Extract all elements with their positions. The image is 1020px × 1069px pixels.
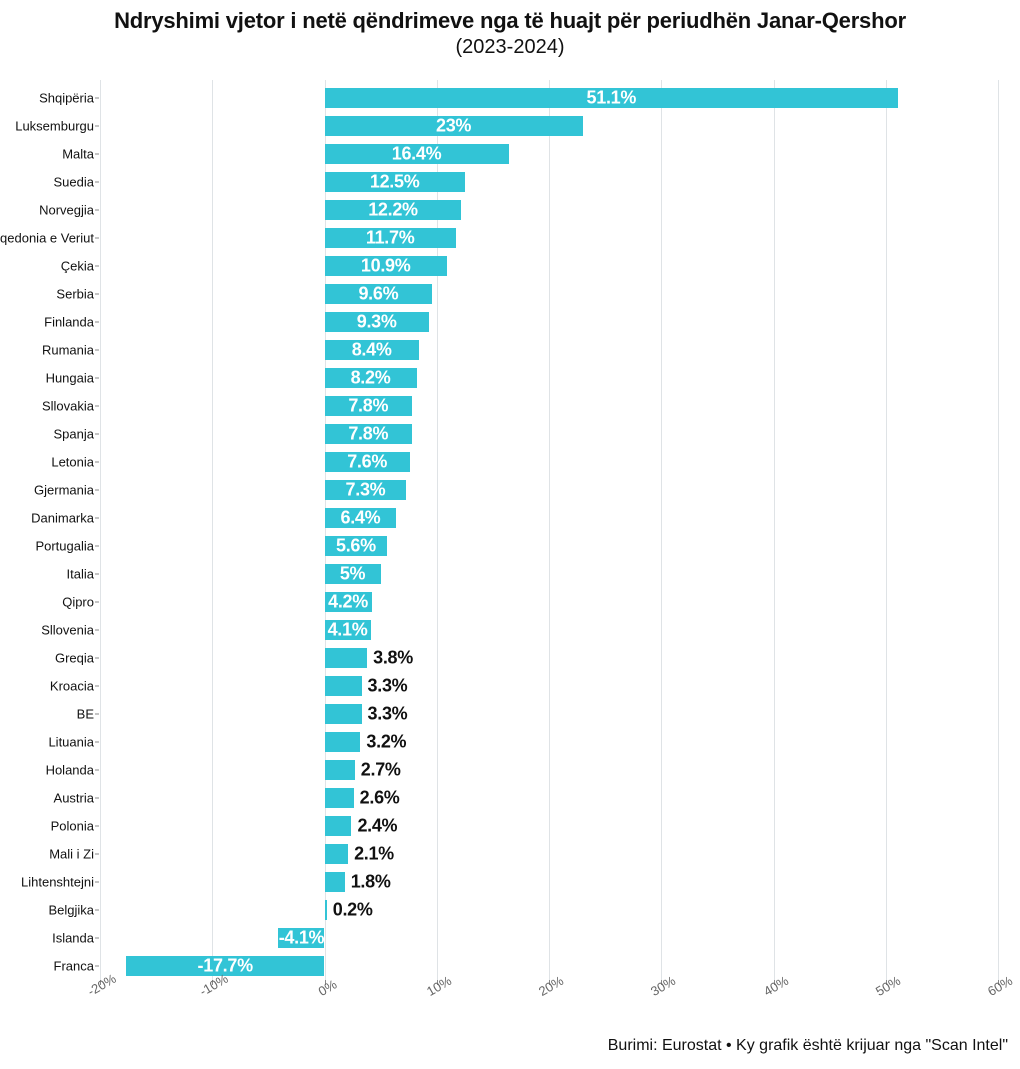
x-tick-label: 10% bbox=[424, 973, 454, 999]
category-label: Greqia bbox=[55, 651, 94, 666]
category-label: Rumania bbox=[42, 343, 94, 358]
category-label: Portugalia bbox=[35, 539, 94, 554]
chart-subtitle: (2023-2024) bbox=[0, 36, 1020, 59]
chart-title: Ndryshimi vjetor i netë qëndrimeve nga t… bbox=[0, 8, 1020, 34]
x-tick-label: 40% bbox=[760, 973, 790, 999]
y-tick bbox=[95, 350, 99, 351]
y-tick bbox=[95, 630, 99, 631]
x-axis-labels: -20%-10%0%10%20%30%40%50%60% bbox=[100, 80, 998, 980]
category-label: Sllovenia bbox=[41, 623, 94, 638]
x-tick-label: 60% bbox=[985, 973, 1015, 999]
y-tick bbox=[95, 910, 99, 911]
y-tick bbox=[95, 938, 99, 939]
x-tick-label: 0% bbox=[315, 977, 339, 999]
y-tick bbox=[95, 602, 99, 603]
y-tick bbox=[95, 854, 99, 855]
y-tick bbox=[95, 126, 99, 127]
y-tick bbox=[95, 966, 99, 967]
x-tick-label: 20% bbox=[536, 973, 566, 999]
y-tick bbox=[95, 462, 99, 463]
y-tick bbox=[95, 770, 99, 771]
category-label: Letonia bbox=[51, 455, 94, 470]
chart-container: Ndryshimi vjetor i netë qëndrimeve nga t… bbox=[0, 0, 1020, 1069]
y-tick bbox=[95, 434, 99, 435]
y-tick bbox=[95, 798, 99, 799]
y-tick bbox=[95, 882, 99, 883]
category-label: Suedia bbox=[54, 175, 94, 190]
y-tick bbox=[95, 826, 99, 827]
category-label: Polonia bbox=[51, 819, 94, 834]
category-label: Çekia bbox=[61, 259, 94, 274]
category-label: Austria bbox=[54, 791, 94, 806]
y-tick bbox=[95, 182, 99, 183]
y-tick bbox=[95, 658, 99, 659]
category-label: Lihtenshtejni bbox=[21, 875, 94, 890]
category-label: Norvegjia bbox=[39, 203, 94, 218]
y-tick bbox=[95, 686, 99, 687]
y-tick bbox=[95, 238, 99, 239]
y-tick bbox=[95, 154, 99, 155]
y-tick bbox=[95, 266, 99, 267]
x-tick-label: 30% bbox=[648, 973, 678, 999]
category-label: Finlanda bbox=[44, 315, 94, 330]
category-label: Kroacia bbox=[50, 679, 94, 694]
category-label: Shqipëria bbox=[39, 91, 94, 106]
y-tick bbox=[95, 574, 99, 575]
category-label: Maqedonia e Veriut bbox=[0, 231, 94, 246]
category-label: Islanda bbox=[52, 931, 94, 946]
y-tick bbox=[95, 714, 99, 715]
y-tick bbox=[95, 742, 99, 743]
category-label: Belgjika bbox=[48, 903, 94, 918]
category-label: Danimarka bbox=[31, 511, 94, 526]
x-tick-label: -20% bbox=[85, 971, 119, 999]
category-label: BE bbox=[77, 707, 94, 722]
y-tick bbox=[95, 210, 99, 211]
y-tick bbox=[95, 490, 99, 491]
category-label: Holanda bbox=[46, 763, 94, 778]
category-label: Franca bbox=[54, 959, 94, 974]
x-tick-label: 50% bbox=[873, 973, 903, 999]
category-label: Sllovakia bbox=[42, 399, 94, 414]
y-tick bbox=[95, 322, 99, 323]
category-label: Lituania bbox=[48, 735, 94, 750]
x-tick-label: -10% bbox=[197, 971, 231, 999]
category-label: Mali i Zi bbox=[49, 847, 94, 862]
y-tick bbox=[95, 98, 99, 99]
gridline bbox=[998, 80, 999, 980]
category-label: Serbia bbox=[56, 287, 94, 302]
source-attribution: Burimi: Eurostat • Ky grafik është kriju… bbox=[608, 1037, 1008, 1055]
category-label: Spanja bbox=[54, 427, 94, 442]
plot-area: ShqipëriaLuksemburguMaltaSuediaNorvegjia… bbox=[100, 80, 998, 980]
y-tick bbox=[95, 294, 99, 295]
category-label: Luksemburgu bbox=[15, 119, 94, 134]
category-label: Gjermania bbox=[34, 483, 94, 498]
y-tick bbox=[95, 518, 99, 519]
y-tick bbox=[95, 406, 99, 407]
category-label: Qipro bbox=[62, 595, 94, 610]
y-tick bbox=[95, 546, 99, 547]
category-label: Malta bbox=[62, 147, 94, 162]
y-tick bbox=[95, 378, 99, 379]
category-label: Hungaia bbox=[46, 371, 94, 386]
category-label: Italia bbox=[67, 567, 94, 582]
